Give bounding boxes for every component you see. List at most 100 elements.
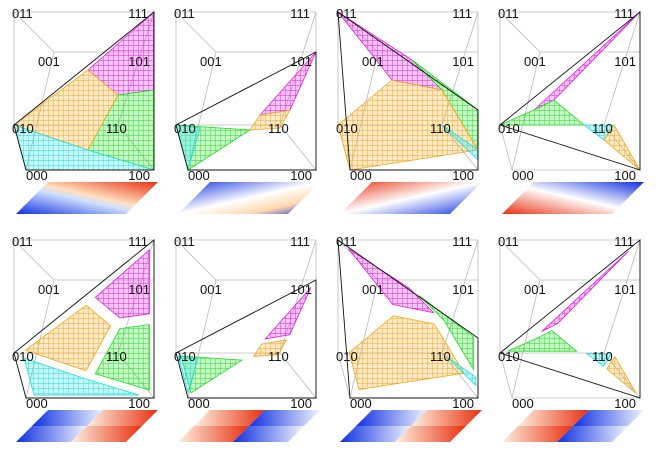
strip-quadrant [340,426,411,442]
vertex-label-110: 110 [268,349,289,364]
vertex-label-000: 000 [512,168,534,183]
vertex-label-110: 110 [430,121,451,136]
vertex-label-101: 101 [614,54,636,69]
vertex-label-101: 101 [128,282,150,297]
surface-patch-magenta [94,248,150,319]
panel-top-2: 100 101 110 111 011 001 010 000 [174,6,320,214]
vertex-label-100: 100 [128,396,150,411]
vertex-label-111: 111 [128,6,148,21]
vertex-label-101: 101 [128,54,150,69]
strip-gradient [16,182,158,214]
surface-outline [499,239,641,399]
cube-edge [499,352,513,399]
surface-outline [337,11,479,171]
surface-patch-orange [249,109,291,131]
vertex-label-001: 001 [38,282,60,297]
cube-edge [13,239,55,281]
cube-edge [13,11,55,53]
vertex-label-010: 010 [336,349,358,364]
vertex-label-101: 101 [614,282,636,297]
vertex-label-110: 110 [592,349,613,364]
strip-quadrant [557,426,628,442]
surface-mesh [23,248,150,396]
vertex-label-000: 000 [188,396,210,411]
cube-edge [511,51,541,171]
vertex-label-001: 001 [524,282,546,297]
vertex-label-001: 001 [362,282,384,297]
panel-bottom-4: 100 101 110 111 011 001 010 000 [498,234,644,442]
vertex-label-111: 111 [452,6,472,21]
surface-mesh [348,248,477,390]
vertex-label-110: 110 [592,121,613,136]
color-strip [178,182,320,214]
strip-quadrant [178,426,249,442]
surface-mesh [175,51,317,172]
color-strip [502,410,644,442]
panel-top-4: 100 101 110 111 011 001 010 000 [498,6,644,214]
surface-patch-magenta [348,248,435,314]
cube-edge [603,239,641,354]
strip-quadrant [194,410,265,426]
vertex-label-100: 100 [128,168,150,183]
vertex-label-011: 011 [174,6,195,21]
color-strip [178,410,320,442]
vertex-label-001: 001 [200,282,222,297]
vertex-label-111: 111 [128,234,148,249]
cube-edge [279,124,317,171]
cube-edge [603,11,641,126]
surface-mesh [507,250,637,394]
color-strip [340,182,482,214]
color-strip [16,182,158,214]
surface-patch-cyan [177,355,199,395]
strip-quadrant [233,426,304,442]
strip-quadrant [32,410,103,426]
vertex-label-000: 000 [26,396,48,411]
surface-patch-green [507,330,578,352]
vertex-label-101: 101 [452,54,474,69]
panel-grid: 100 101 110 111 011 001 010 000 100 101 110 111 011 0… [12,6,644,442]
surface-patch-magenta [264,286,312,340]
cube-edge [175,239,217,281]
vertex-label-011: 011 [336,234,357,249]
cube-edge [175,11,217,53]
vertex-label-111: 111 [614,6,634,21]
vertex-label-000: 000 [350,396,372,411]
panel-bottom-3: 100 101 110 111 011 001 010 000 [336,234,482,442]
vertex-label-110: 110 [106,121,127,136]
vertex-label-010: 010 [498,121,520,136]
vertex-label-001: 001 [38,54,60,69]
surface-mesh [177,286,312,395]
vertex-label-110: 110 [430,349,451,364]
surface-patch-cyan [23,357,140,396]
vertex-label-111: 111 [290,234,310,249]
vertex-label-100: 100 [452,168,474,183]
cube-edge [499,11,541,53]
panel-top-3: 100 101 110 111 011 001 010 000 [336,6,482,214]
color-strip [16,410,158,442]
strip-quadrant [356,410,427,426]
vertex-label-010: 010 [336,121,358,136]
surface-outline [175,279,317,399]
vertex-label-000: 000 [188,168,210,183]
strip-quadrant [518,410,589,426]
vertex-label-000: 000 [26,168,48,183]
surface-outline [175,51,317,171]
surface-mesh [337,11,479,171]
vertex-label-100: 100 [290,396,312,411]
color-strip [502,182,644,214]
cube-edge [499,124,513,171]
vertex-label-010: 010 [12,349,34,364]
strip-quadrant [87,410,158,426]
vertex-label-011: 011 [336,6,357,21]
surface-patch-orange [348,315,465,390]
vertex-label-111: 111 [290,6,310,21]
vertex-label-010: 010 [12,121,34,136]
vertex-label-110: 110 [268,121,289,136]
color-strip [340,410,482,442]
vertex-label-100: 100 [290,168,312,183]
strip-quadrant [16,426,87,442]
vertex-label-111: 111 [614,234,634,249]
surface-patch-cyan [585,353,613,367]
panel-bottom-2: 100 101 110 111 011 001 010 000 [174,234,320,442]
strip-gradient [502,182,644,214]
